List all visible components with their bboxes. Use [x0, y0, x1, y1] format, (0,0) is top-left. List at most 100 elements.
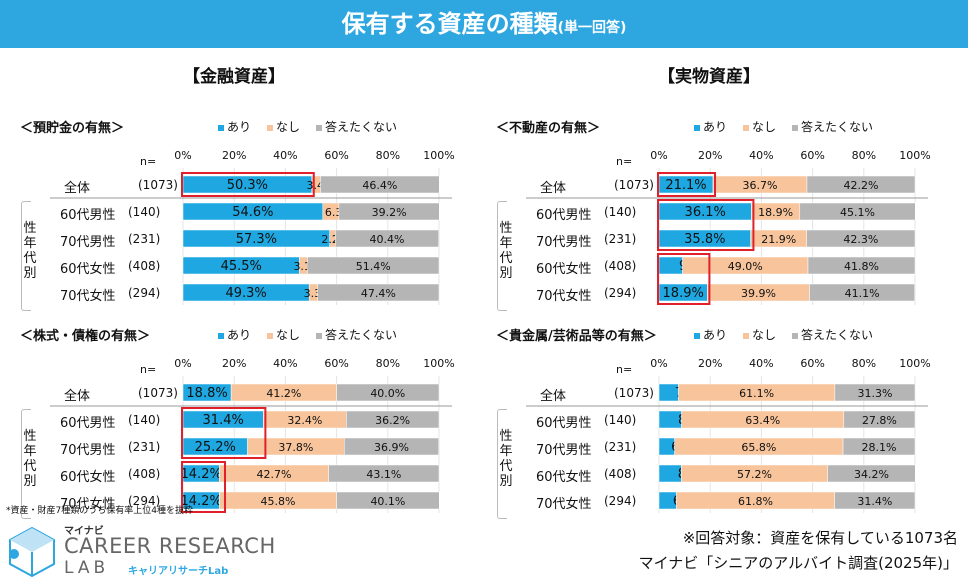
data-label: 41.2% [266, 387, 301, 400]
row-n: (294) [128, 494, 161, 508]
x-tick-label: 0% [650, 357, 668, 370]
x-tick-label: 100% [423, 357, 455, 370]
highlight-box [181, 461, 226, 513]
bar-segment [807, 256, 916, 275]
legend-item: なし [267, 120, 300, 134]
section-heading-financial: 【金融資産】 [183, 67, 285, 87]
row-n: (1073) [614, 386, 654, 400]
data-label: 21.9% [761, 233, 796, 246]
page-subtitle: (単一回答) [557, 20, 627, 36]
row-label: 70代女性 [536, 497, 592, 512]
row-label: 60代女性 [60, 470, 116, 485]
x-tick-label: 80% [851, 357, 877, 370]
page-title: 保有する資産の種類 [341, 10, 558, 38]
data-label: 57.2% [737, 468, 772, 481]
row-label: 70代男性 [536, 443, 592, 458]
section-heading-physical: 【実物資産】 [658, 67, 760, 87]
bar-segment [336, 491, 440, 510]
legend-swatch [267, 332, 274, 339]
x-tick-label: 20% [697, 149, 723, 162]
legend-item: 答えたくない [316, 328, 397, 342]
legend-swatch [218, 124, 224, 131]
legend-label: 答えたくない [325, 120, 398, 134]
data-label: 45.5% [221, 259, 262, 274]
chart-panel-precious-metals: ＜貴金属/芸術品等の有無＞ あり なし 答えたくない n= 0% 20% 40% 60% 80% 1… [496, 325, 964, 519]
logo-cube-icon [9, 526, 55, 578]
legend-swatch [218, 332, 224, 339]
bar-segment [843, 410, 916, 429]
data-label: 32.4% [287, 414, 322, 427]
data-label: 63.4% [745, 414, 780, 427]
data-label: 49.0% [728, 260, 763, 273]
bar-segment [834, 383, 916, 402]
bar-segment [842, 437, 916, 456]
data-label: 31.4% [857, 495, 892, 508]
legend-label: なし [276, 120, 301, 134]
x-tick-label: 60% [324, 357, 349, 370]
row-label: 70代男性 [60, 443, 116, 458]
group-bracket [21, 201, 31, 311]
x-tick-label: 20% [221, 357, 247, 370]
highlight-box [657, 172, 717, 197]
x-tick-label: 20% [697, 357, 723, 370]
legend-item: 答えたくない [792, 120, 873, 134]
data-label: 43.1% [366, 468, 401, 481]
row-n: (294) [604, 286, 637, 300]
legend-item: 答えたくない [316, 120, 397, 134]
legend-swatch [743, 332, 750, 339]
data-label: 42.3% [843, 233, 878, 246]
legend-swatch [694, 332, 700, 339]
x-tick-label: 40% [273, 149, 298, 162]
row-label: 60代女性 [60, 262, 116, 277]
chart-title: ＜不動産の有無＞ [496, 121, 601, 136]
row-label: 70代女性 [60, 497, 116, 512]
x-tick-label: 60% [800, 357, 825, 370]
x-tick-label: 40% [749, 149, 774, 162]
legend-swatch [792, 332, 799, 339]
legend-label: あり [703, 120, 728, 134]
legend-item: なし [267, 328, 300, 342]
legend-item: あり [694, 120, 727, 134]
n-label: n= [616, 155, 633, 168]
data-label: 41.1% [845, 287, 880, 300]
row-label: 全体 [64, 389, 91, 404]
data-label: 28.1% [862, 441, 897, 454]
respondents-note: ※回答対象：資産を保有している1073名 [682, 529, 958, 547]
legend-swatch [743, 124, 750, 131]
bar-segment [809, 283, 915, 302]
legend-item: 答えたくない [792, 328, 873, 342]
row-label: 60代女性 [536, 470, 592, 485]
row-n: (140) [128, 413, 161, 427]
data-label: 40.4% [370, 233, 405, 246]
data-label: 25.2% [195, 440, 236, 455]
group-label: 性年代別 [499, 429, 513, 489]
data-label: 42.2% [844, 179, 879, 192]
brand-logo: マイナビ CAREER RESEARCH LAB キャリアリサーチLab [4, 522, 275, 580]
data-label: 40.0% [370, 387, 405, 400]
data-label: 65.8% [741, 441, 776, 454]
row-n: (408) [128, 259, 161, 273]
bar-segment [317, 283, 440, 302]
data-label: 31.3% [857, 387, 892, 400]
data-label: 27.8% [862, 414, 897, 427]
x-tick-label: 20% [221, 149, 247, 162]
x-tick-label: 60% [324, 149, 349, 162]
data-label: 39.2% [372, 206, 407, 219]
row-label: 60代女性 [536, 262, 592, 277]
x-tick-label: 100% [423, 149, 455, 162]
row-n: (294) [128, 286, 161, 300]
row-n: (140) [128, 205, 161, 219]
data-label: 50.3% [227, 178, 268, 193]
highlight-box [657, 253, 711, 305]
data-label: 46.4% [362, 179, 397, 192]
data-label: 51.4% [356, 260, 391, 273]
bar-segment [328, 464, 440, 483]
bar-chart-svg: 18.8% 41.2% 40.0% 31.4% 32.4% 36.2% 25.2% 37.8%… [50, 376, 452, 513]
legend-label: あり [703, 328, 728, 342]
bar-segment [336, 383, 440, 402]
data-label: 18.9% [663, 286, 704, 301]
data-label: 41.8% [844, 260, 879, 273]
row-n: (294) [604, 494, 637, 508]
legend-item: あり [218, 120, 251, 134]
legend-item: あり [694, 328, 727, 342]
